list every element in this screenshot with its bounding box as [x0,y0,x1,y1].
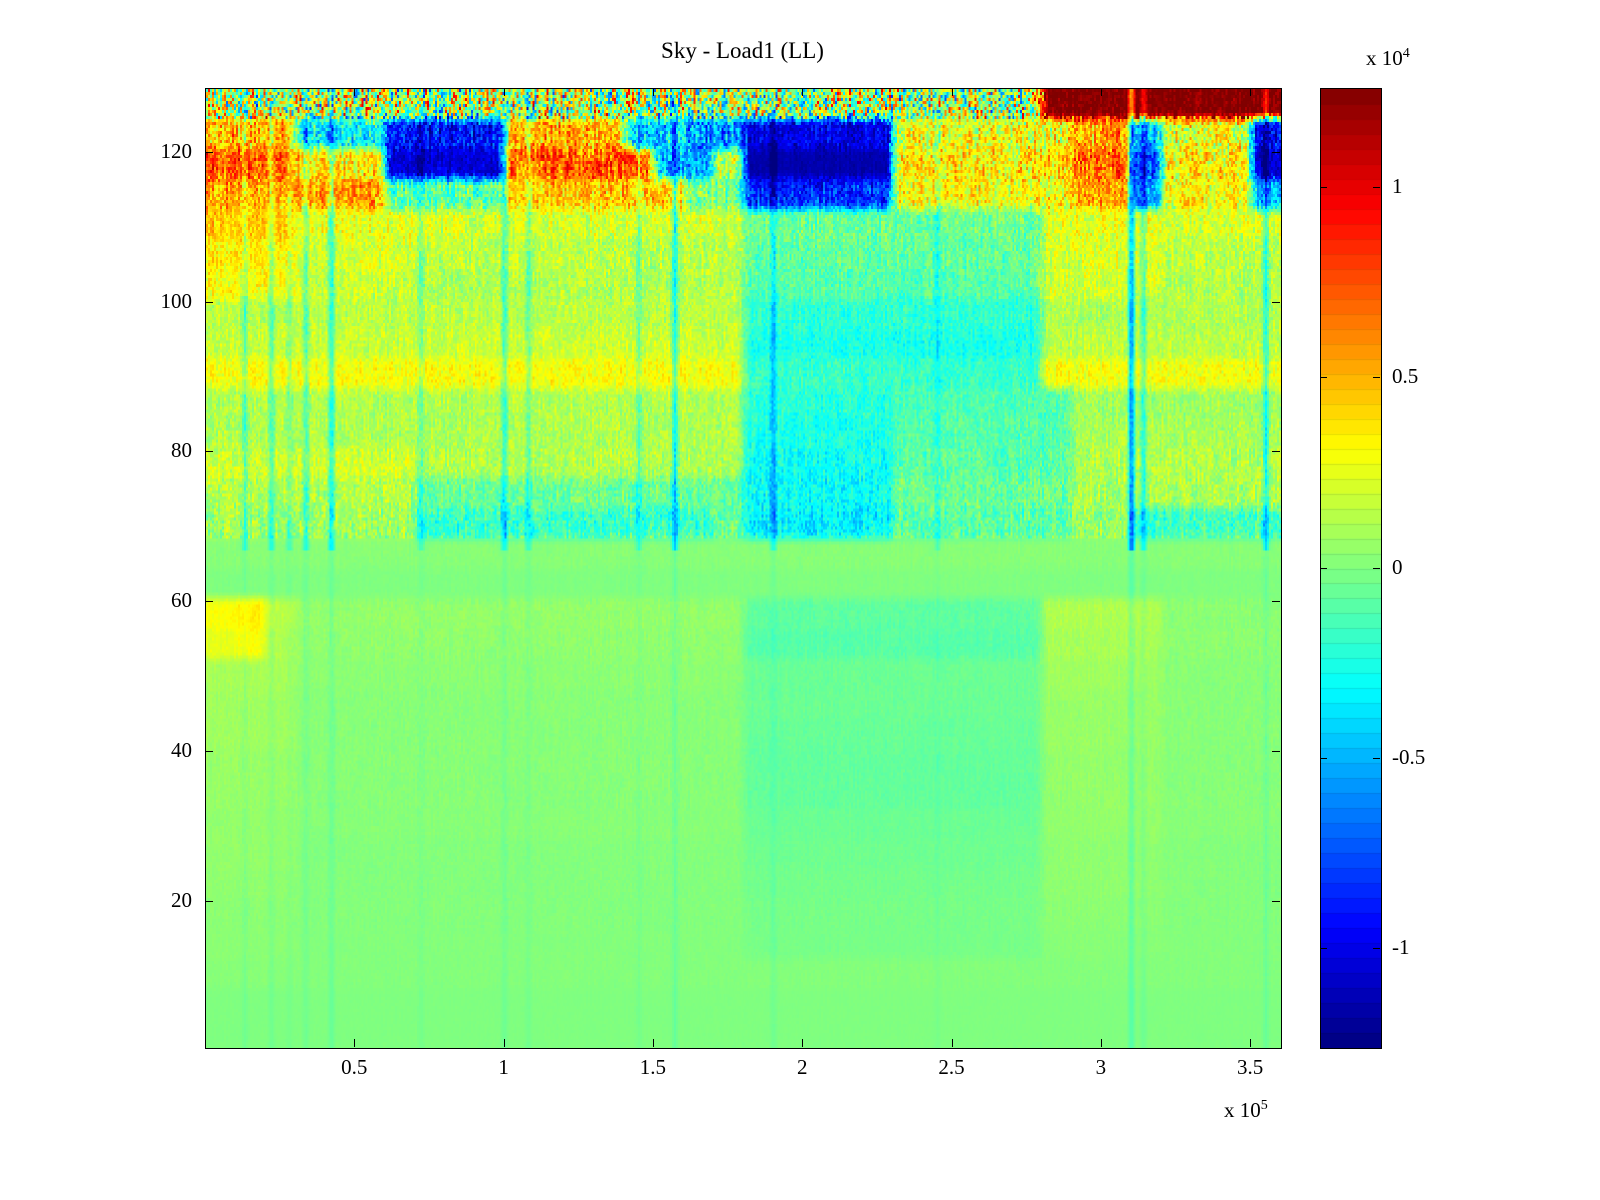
heatmap-canvas [206,89,1281,1048]
x-tick-label: 3 [1095,1055,1107,1079]
x-tick-mark [1100,1039,1102,1047]
x-tick-mark [354,1039,356,1047]
y-tick-mark-right [1272,900,1280,902]
colorbar [1321,89,1381,1048]
y-tick-mark [205,751,213,753]
x-tick-mark [951,1039,953,1047]
y-tick-label: 120 [160,138,193,163]
y-tick-label: 100 [160,288,193,313]
x-tick-label: 3.5 [1237,1055,1264,1079]
y-tick-mark-right [1272,451,1280,453]
y-tick-mark-right [1272,301,1280,303]
colorbar-tick-mark [1373,567,1380,569]
y-tick-label: 20 [171,887,192,912]
y-tick-mark-right [1272,151,1280,153]
plot-area [205,88,1282,1049]
x-tick-mark-top [503,88,505,96]
x-tick-mark [1250,1039,1252,1047]
colorbar-tick-mark-left [1320,567,1327,569]
y-tick-label: 40 [171,738,192,763]
x-tick-mark [652,1039,654,1047]
colorbar-tick-mark [1373,757,1380,759]
y-tick-label: 60 [171,588,192,613]
x-tick-mark-top [1100,88,1102,96]
y-tick-label: 80 [171,438,192,463]
x-tick-mark-top [652,88,654,96]
colorbar-tick-label: 1 [1392,173,1403,198]
colorbar-tick-label: -0.5 [1392,744,1426,769]
x-tick-label: 0.5 [341,1055,368,1079]
cb-exponent-base: x 10 [1366,46,1403,70]
x-tick-label: 2.5 [938,1055,965,1079]
y-tick-mark-right [1272,601,1280,603]
x-exponent-power: 5 [1260,1098,1268,1113]
x-tick-mark-top [354,88,356,96]
colorbar-tick-mark-left [1320,186,1327,188]
colorbar-tick-label: -1 [1392,935,1410,960]
x-tick-mark [802,1039,804,1047]
y-tick-mark [205,451,213,453]
y-tick-mark [205,601,213,603]
x-tick-label: 1.5 [639,1055,667,1079]
colorbar-tick-mark [1373,377,1380,379]
x-tick-mark-top [1250,88,1252,96]
x-axis-exponent-label: x 105 [1224,1098,1268,1123]
x-tick-mark-top [951,88,953,96]
colorbar-tick-mark-left [1320,377,1327,379]
x-tick-label: 1 [498,1055,509,1079]
colorbar-tick-mark-left [1320,948,1327,950]
chart-title: Sky - Load1 (LL) [661,38,824,63]
y-tick-mark [205,151,213,153]
y-tick-mark [205,900,213,902]
colorbar-tick-label: 0.5 [1392,364,1419,389]
x-exponent-base: x 10 [1224,1098,1261,1122]
cb-exponent-power: 4 [1402,46,1410,61]
colorbar-tick-mark [1373,186,1380,188]
y-tick-mark [205,301,213,303]
x-tick-mark [503,1039,505,1047]
colorbar-tick-mark [1373,948,1380,950]
colorbar-frame [1320,88,1382,1049]
x-tick-label: 2 [796,1055,808,1079]
colorbar-tick-mark-left [1320,757,1327,759]
y-tick-mark-right [1272,751,1280,753]
x-tick-mark-top [802,88,804,96]
colorbar-tick-label: 0 [1392,554,1403,579]
colorbar-exponent-label: x 104 [1366,46,1410,71]
